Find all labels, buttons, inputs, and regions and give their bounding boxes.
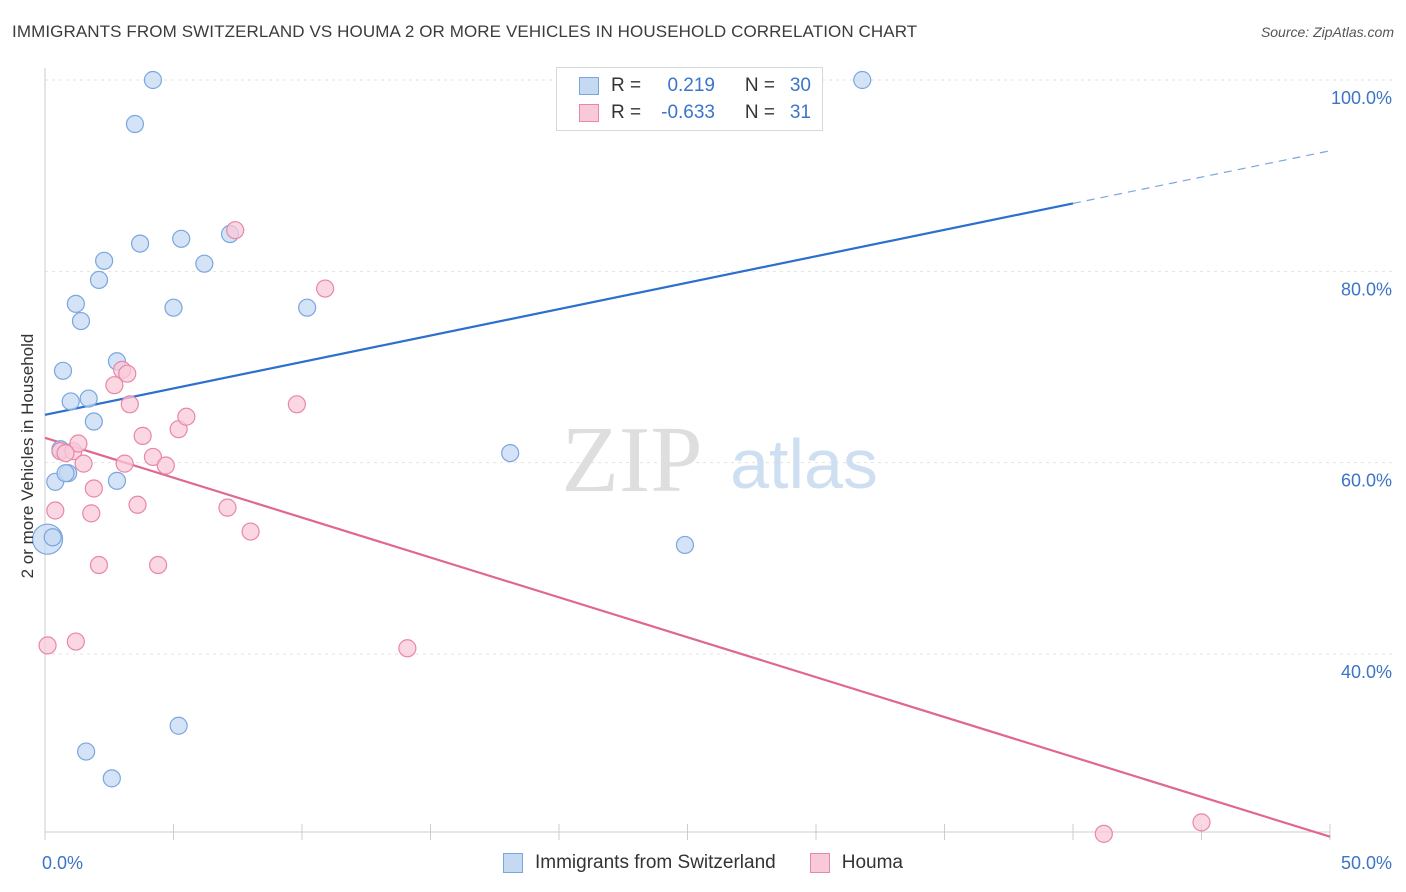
point-houma [74,454,93,473]
legend-item-houma[interactable]: Houma [809,852,903,874]
point-houma [218,498,237,517]
point-houma [56,444,75,463]
point-switzerland [675,535,695,555]
chart-title: IMMIGRANTS FROM SWITZERLAND VS HOUMA 2 O… [12,22,918,41]
y-tick-label: 40.0% [1341,662,1392,682]
point-houma [1094,824,1113,843]
legend-n-value: 30 [789,75,811,96]
point-switzerland [169,716,188,735]
point-switzerland [107,471,127,490]
y-tick-label: 60.0% [1341,471,1392,491]
axes [44,68,1331,840]
y-tick-label: 80.0% [1341,279,1392,299]
point-switzerland [43,528,62,547]
point-switzerland [61,392,80,411]
legend-swatch-switzerland [503,853,523,873]
legend-n-value: 31 [789,102,811,123]
legend-r-label: R = [611,102,642,123]
trend-line-switzerland [44,202,1074,416]
point-houma [133,426,152,445]
point-houma [398,639,417,658]
point-houma [226,221,245,240]
point-switzerland [95,251,114,270]
point-switzerland [102,769,121,788]
point-switzerland [130,234,150,253]
point-switzerland [66,294,85,313]
point-houma [38,636,57,655]
point-switzerland [77,742,96,761]
y-tick-label: 100.0% [1331,88,1392,108]
point-switzerland [79,389,98,408]
legend-label-switzerland: Immigrants from Switzerland [535,852,776,873]
point-switzerland [143,70,163,90]
trend-lines [44,150,1331,838]
point-switzerland [125,114,145,134]
point-houma [148,555,168,575]
point-houma [69,434,88,453]
legend-r-value: 0.219 [667,75,715,96]
legend-swatch-houma [579,104,599,122]
point-switzerland [164,298,183,317]
source-label: Source: ZipAtlas.com [1260,24,1394,40]
point-houma [287,395,306,414]
point-houma [156,456,175,475]
point-switzerland [53,361,73,380]
x-tick-label-min: 0.0% [42,853,83,873]
point-houma [82,504,101,523]
watermark-zip: ZIP [562,408,703,512]
series-legend: Immigrants from Switzerland Houma [0,852,1406,874]
watermark: ZIP atlas [562,408,878,512]
point-houma [105,376,124,395]
legend-n-label: N = [744,75,775,96]
point-switzerland [89,270,109,290]
correlation-legend: R = 0.219 N = 30 R = -0.633 N = 31 [556,67,823,131]
data-points [31,70,1211,843]
legend-row-switzerland: R = 0.219 N = 30 [579,73,811,99]
tick-labels: 100.0% 80.0% 60.0% 40.0% 0.0% 50.0% [42,88,1392,873]
point-houma [1192,813,1211,832]
point-houma [316,279,335,298]
legend-item-switzerland[interactable]: Immigrants from Switzerland [503,852,776,874]
legend-label-houma: Houma [841,852,903,873]
legend-swatch-switzerland [579,77,599,95]
watermark-atlas: atlas [730,425,878,503]
point-houma [128,495,147,514]
y-axis-label: 2 or more Vehicles in Household [18,334,37,579]
gridlines [45,79,1392,655]
trend-line-houma [44,436,1331,838]
legend-swatch-houma [809,853,830,873]
point-switzerland [56,464,75,483]
point-houma [46,501,65,520]
point-houma [177,407,196,426]
x-tick-label-max: 50.0% [1341,853,1392,873]
point-switzerland [298,298,317,317]
point-houma [115,454,134,473]
legend-row-houma: R = -0.633 N = 31 [579,100,811,126]
point-houma [84,479,103,498]
point-switzerland [71,311,91,331]
legend-r-value: -0.633 [661,102,715,123]
legend-r-label: R = [611,75,642,96]
trend-line-switzerland-extension [1072,150,1331,204]
point-switzerland [172,229,191,248]
point-houma [66,632,85,651]
point-switzerland [501,444,520,463]
point-houma [118,364,137,383]
point-houma [89,555,109,575]
point-houma [120,395,139,414]
point-switzerland [84,412,103,431]
point-houma [241,522,260,541]
point-switzerland [195,254,214,273]
point-switzerland [853,70,872,90]
point-houma [143,447,163,467]
legend-n-label: N = [744,102,775,123]
